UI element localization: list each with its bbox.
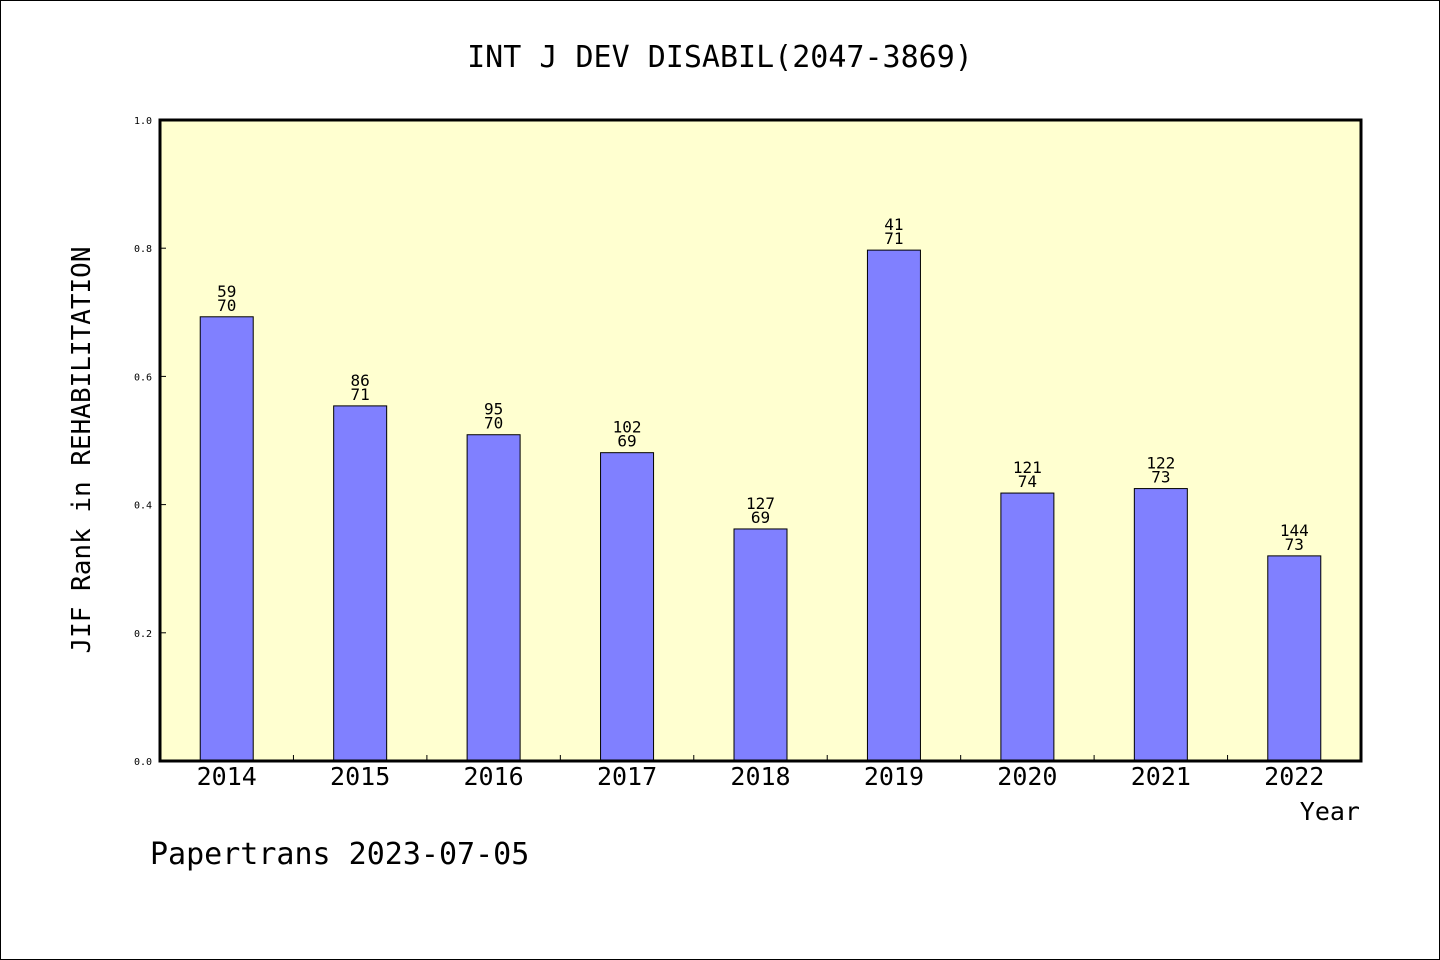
- x-axis-label: Year: [1300, 797, 1360, 826]
- bar-count-label: 74: [1018, 472, 1037, 491]
- x-tick-label: 2022: [1264, 762, 1324, 791]
- x-tick-label: 2020: [997, 762, 1057, 791]
- bar-count-label: 70: [484, 414, 503, 433]
- x-tick-label: 2018: [730, 762, 790, 791]
- y-tick-label: 0.0: [134, 757, 152, 768]
- bar-2022: [1267, 555, 1322, 762]
- y-tick-label: 1.0: [134, 116, 152, 127]
- x-tick-label: 2014: [197, 762, 257, 791]
- bar-rank-label: 59: [217, 282, 236, 301]
- bar-count-label: 71: [351, 385, 370, 404]
- bar-2020: [1000, 492, 1055, 762]
- y-ticks-group: 0.0 0.2 0.4 0.6 0.8 1.0: [134, 116, 166, 768]
- bar-rank-label: 122: [1146, 454, 1175, 473]
- bar-2019: [866, 249, 921, 762]
- bar-rank-label: 95: [484, 400, 503, 419]
- bar-2017: [600, 452, 655, 762]
- bar-rank-label: 127: [746, 494, 775, 513]
- x-tick-label: 2015: [330, 762, 390, 791]
- bar-2014: [199, 316, 254, 762]
- bar-2018: [733, 528, 788, 762]
- bar-2016: [466, 434, 521, 762]
- footer-text: Papertrans 2023-07-05: [150, 837, 529, 872]
- x-tick-label: 2017: [597, 762, 657, 791]
- bar-count-label: 73: [1151, 468, 1170, 487]
- bar-count-label: 70: [217, 296, 236, 315]
- bar-count-label: 73: [1285, 535, 1304, 554]
- chart-title: INT J DEV DISABIL(2047-3869): [467, 40, 973, 75]
- y-tick-label: 0.6: [134, 372, 152, 383]
- y-tick-label: 0.4: [134, 501, 152, 512]
- x-ticks-group: 2014 2015 2016 2017 2018 2019 2020 2021 2022: [197, 755, 1324, 791]
- bar-rank-label: 144: [1280, 521, 1309, 540]
- bar-rank-label: 86: [351, 371, 370, 390]
- y-tick-label: 0.8: [134, 244, 152, 255]
- bar-rank-label: 102: [613, 418, 642, 437]
- y-tick-label: 0.2: [134, 629, 152, 640]
- bar-count-label: 71: [884, 229, 903, 248]
- bar-rank-label: 41: [884, 215, 903, 234]
- plot-border: [158, 118, 1363, 763]
- x-tick-label: 2019: [864, 762, 924, 791]
- bars-group: [199, 249, 1322, 762]
- bar-count-label: 69: [617, 432, 636, 451]
- x-tick-label: 2016: [464, 762, 524, 791]
- bar-rank-label: 121: [1013, 458, 1042, 477]
- y-axis-label: JIF Rank in REHABILITATION: [67, 247, 97, 654]
- bar-2021: [1133, 488, 1188, 762]
- x-tick-label: 2021: [1131, 762, 1191, 791]
- bar-2015: [333, 405, 388, 762]
- bar-count-label: 69: [751, 508, 770, 527]
